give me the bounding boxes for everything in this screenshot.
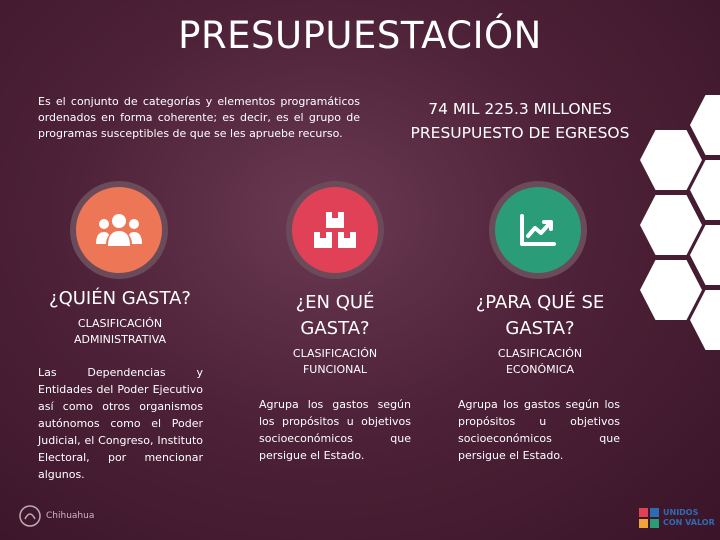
budget-amount: 74 MIL 225.3 MILLONES (428, 100, 612, 118)
chihuahua-logo: Chihuahua (18, 503, 128, 529)
decorative-hexagon (640, 195, 702, 255)
boxes-icon (286, 181, 384, 279)
classification-functional: CLASIFICACIÓN FUNCIONAL (292, 347, 378, 376)
decorative-hexagon (640, 260, 702, 320)
classification-economic: CLASIFICACIÓN ECONÓMICA (497, 347, 583, 376)
logo-text-top: UNIDOS (663, 508, 699, 517)
question-what: ¿EN QUÉ GASTA? (295, 292, 375, 339)
question-why: ¿PARA QUÉ SE GASTA? (475, 292, 605, 339)
trend-chart-icon (489, 181, 587, 279)
logo-text-bottom: CON VALOR (663, 518, 715, 527)
description-why: Agrupa los gastos según los propósitos u… (458, 398, 620, 462)
description-what: Agrupa los gastos según los propósitos u… (259, 398, 411, 462)
people-group-icon (70, 181, 168, 279)
budget-label: PRESUPUESTO DE EGRESOS (410, 124, 630, 142)
decorative-hexagon (640, 130, 702, 190)
unidos-con-valor-logo: UNIDOS CON VALOR (638, 506, 720, 530)
description-who: Las Dependencias y Entidades del Poder E… (38, 366, 203, 481)
question-who: ¿QUIÉN GASTA? (49, 288, 191, 309)
page-title: PRESUPUESTACIÓN (178, 14, 542, 57)
chihuahua-logo-text: Chihuahua (46, 511, 95, 521)
budget-block: 74 MIL 225.3 MILLONES PRESUPUESTO DE EGR… (400, 97, 640, 145)
classification-administrative: CLASIFICACIÓN ADMINISTRATIVA (73, 317, 167, 346)
intro-text: Es el conjunto de categorías y elementos… (38, 95, 360, 140)
